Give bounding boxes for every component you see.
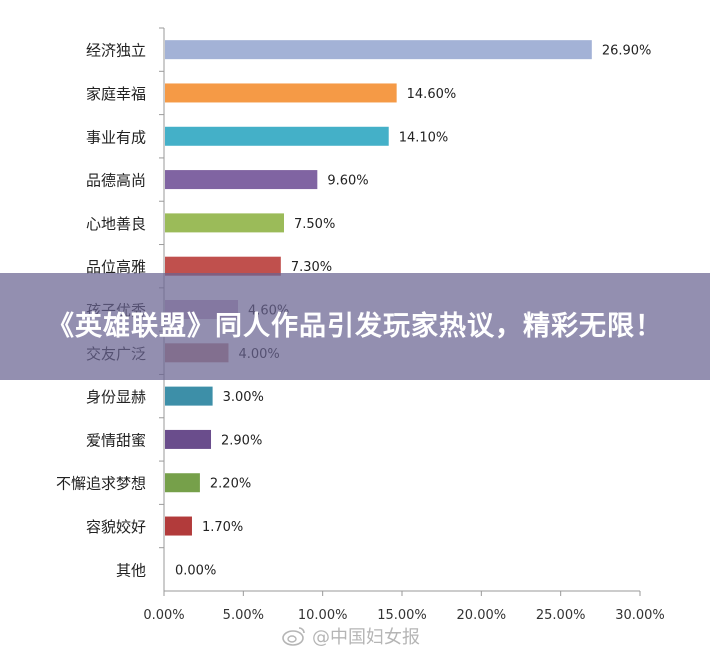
- category-label: 心地善良: [86, 215, 146, 233]
- watermark-text: @中国妇女报: [312, 627, 420, 648]
- x-tick-label: 10.00%: [298, 608, 348, 623]
- x-tick-label: 15.00%: [377, 608, 427, 623]
- category-label: 身份显赫: [86, 388, 146, 406]
- bar: [165, 386, 213, 406]
- bar: [165, 40, 592, 60]
- bar: [165, 473, 200, 493]
- watermark: @中国妇女报: [282, 624, 420, 648]
- value-label: 7.50%: [294, 217, 335, 232]
- value-label: 1.70%: [202, 520, 243, 535]
- headline-banner: 《英雄联盟》同人作品引发玩家热议，精彩无限！: [0, 273, 710, 380]
- bar: [165, 516, 192, 536]
- bar: [165, 429, 212, 449]
- category-label: 容貌姣好: [86, 518, 146, 536]
- category-label: 家庭幸福: [86, 85, 146, 103]
- value-label: 2.20%: [210, 477, 251, 492]
- x-tick-label: 0.00%: [143, 608, 184, 623]
- value-label: 3.00%: [223, 390, 264, 405]
- value-label: 14.60%: [407, 87, 457, 102]
- bar: [165, 213, 284, 233]
- value-label: 9.60%: [327, 174, 368, 189]
- category-label: 品德高尚: [86, 172, 146, 190]
- value-label: 7.30%: [291, 260, 332, 275]
- bar: [165, 126, 389, 146]
- category-label: 爱情甜蜜: [86, 431, 146, 449]
- headline-text: 《英雄联盟》同人作品引发玩家热议，精彩无限！: [47, 310, 663, 342]
- category-label: 不懈追求梦想: [56, 475, 146, 493]
- category-label: 经济独立: [86, 42, 146, 60]
- value-label: 14.10%: [399, 130, 449, 145]
- x-tick-label: 30.00%: [615, 608, 665, 623]
- bar: [165, 256, 281, 276]
- category-label: 事业有成: [86, 128, 146, 146]
- x-tick-label: 5.00%: [223, 608, 264, 623]
- value-label: 2.90%: [221, 433, 262, 448]
- category-label: 品位高雅: [86, 258, 146, 276]
- value-label: 0.00%: [175, 563, 216, 578]
- x-tick-label: 20.00%: [457, 608, 507, 623]
- category-label: 其他: [116, 561, 146, 579]
- value-label: 26.90%: [602, 44, 652, 59]
- x-tick-label: 25.00%: [536, 608, 586, 623]
- weibo-icon: [282, 627, 305, 646]
- bar: [165, 170, 318, 190]
- bar: [165, 83, 397, 103]
